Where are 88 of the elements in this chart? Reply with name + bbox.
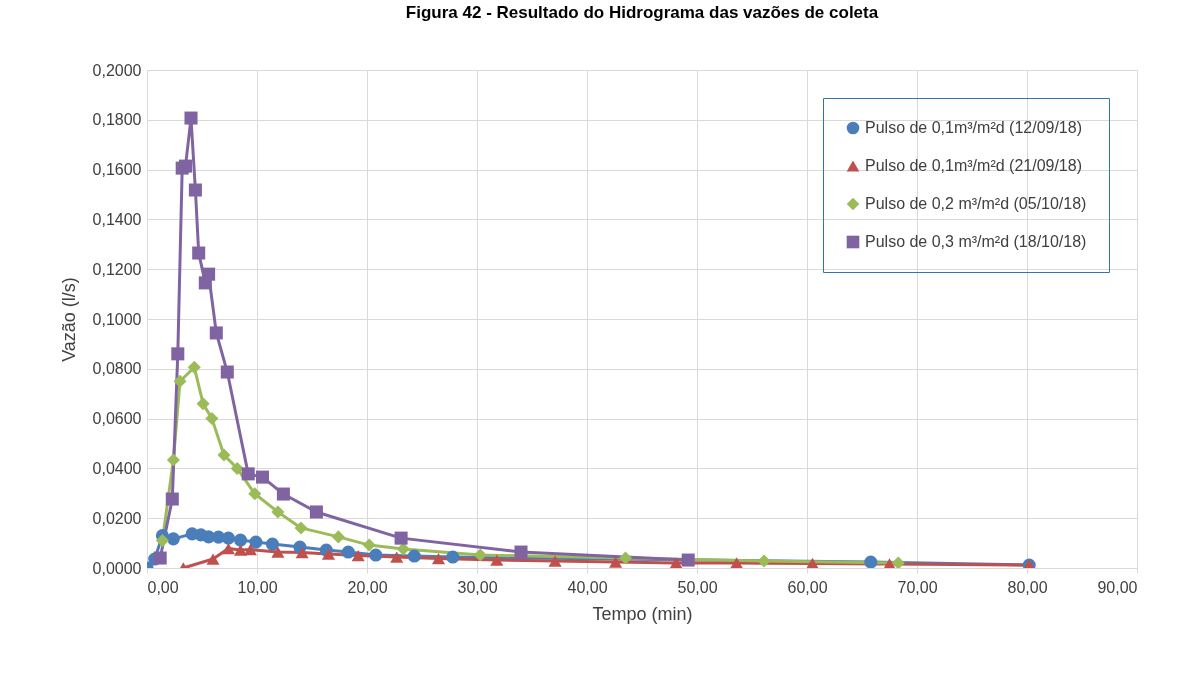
x-tick-label: 0,00 bbox=[147, 578, 179, 596]
point bbox=[233, 533, 248, 547]
x-tick-label: 20,00 bbox=[347, 578, 388, 596]
point bbox=[295, 546, 309, 559]
point bbox=[196, 397, 210, 411]
x-tick-label: 40,00 bbox=[567, 578, 608, 596]
y-axis-title: Vazão (l/s) bbox=[58, 277, 79, 362]
point bbox=[209, 326, 223, 340]
point bbox=[681, 553, 695, 567]
point bbox=[271, 546, 285, 558]
point bbox=[396, 542, 410, 556]
point bbox=[407, 549, 421, 563]
point bbox=[394, 531, 408, 545]
point bbox=[230, 461, 244, 475]
point bbox=[431, 552, 446, 565]
x-tick-label: 10,00 bbox=[237, 578, 278, 596]
point bbox=[184, 111, 198, 125]
point bbox=[192, 246, 206, 260]
x-tick-label: 90,00 bbox=[1097, 578, 1138, 596]
y-tick-label: 0,0600 bbox=[92, 410, 142, 428]
point bbox=[548, 555, 562, 567]
point bbox=[309, 505, 323, 519]
point bbox=[249, 535, 263, 549]
y-tick-label: 0,0200 bbox=[92, 509, 142, 527]
legend-label: Pulso de 0,2 m³/m²d (05/10/18) bbox=[865, 195, 1087, 212]
point bbox=[891, 556, 905, 568]
x-axis-title: Tempo (min) bbox=[592, 603, 693, 624]
point bbox=[473, 548, 487, 562]
legend-label: Pulso de 0,3 m³/m²d (18/10/18) bbox=[865, 233, 1087, 250]
point bbox=[362, 538, 376, 552]
point bbox=[206, 553, 220, 565]
point bbox=[446, 550, 460, 564]
y-tick-label: 0,1800 bbox=[92, 111, 142, 129]
point bbox=[155, 534, 169, 548]
point bbox=[233, 544, 248, 556]
point bbox=[265, 537, 279, 551]
point bbox=[205, 412, 219, 426]
x-tick-label: 50,00 bbox=[677, 578, 718, 596]
x-tick-label: 30,00 bbox=[457, 578, 498, 596]
point bbox=[171, 347, 185, 361]
point bbox=[153, 551, 167, 565]
point bbox=[757, 554, 771, 568]
point bbox=[166, 532, 180, 546]
y-tick-label: 0,0400 bbox=[92, 459, 142, 477]
y-tick-label: 0,2000 bbox=[92, 61, 142, 79]
point bbox=[294, 521, 308, 535]
point bbox=[173, 374, 187, 388]
legend-label: Pulso de 0,1m³/m²d (21/09/18) bbox=[865, 157, 1082, 174]
point bbox=[369, 548, 383, 562]
chart-title: Figura 42 - Resultado do Hidrograma das vazões de coleta bbox=[405, 3, 879, 22]
point bbox=[276, 487, 290, 501]
point bbox=[165, 492, 179, 506]
point bbox=[241, 467, 255, 481]
point bbox=[864, 555, 878, 568]
point bbox=[220, 365, 234, 379]
y-tick-label: 0,0800 bbox=[92, 360, 142, 378]
y-tick-label: 0,0000 bbox=[92, 559, 142, 577]
point bbox=[243, 543, 257, 556]
point bbox=[221, 542, 235, 555]
point bbox=[188, 183, 202, 197]
point bbox=[351, 549, 365, 562]
y-tick-label: 0,1400 bbox=[92, 210, 142, 228]
point bbox=[271, 505, 285, 519]
point bbox=[390, 551, 404, 563]
point bbox=[202, 267, 216, 281]
point bbox=[321, 548, 336, 560]
point bbox=[730, 557, 744, 568]
point bbox=[221, 531, 235, 545]
legend-label: Pulso de 0,1m³/m²d (12/09/18) bbox=[865, 119, 1082, 136]
y-tick-label: 0,1000 bbox=[92, 310, 142, 328]
x-tick-label: 70,00 bbox=[897, 578, 938, 596]
point bbox=[248, 487, 262, 501]
point bbox=[166, 453, 180, 467]
point bbox=[178, 159, 193, 173]
point bbox=[341, 545, 355, 559]
point bbox=[255, 470, 270, 484]
point bbox=[490, 554, 504, 566]
point bbox=[217, 448, 231, 462]
point bbox=[187, 360, 201, 374]
x-tick-label: 80,00 bbox=[1007, 578, 1048, 596]
point bbox=[669, 557, 683, 568]
point bbox=[514, 545, 528, 559]
point bbox=[609, 556, 623, 568]
y-tick-label: 0,1200 bbox=[92, 260, 142, 278]
y-tick-label: 0,1600 bbox=[92, 161, 142, 179]
x-tick-label: 60,00 bbox=[787, 578, 828, 596]
point bbox=[331, 530, 345, 544]
point bbox=[618, 551, 633, 565]
